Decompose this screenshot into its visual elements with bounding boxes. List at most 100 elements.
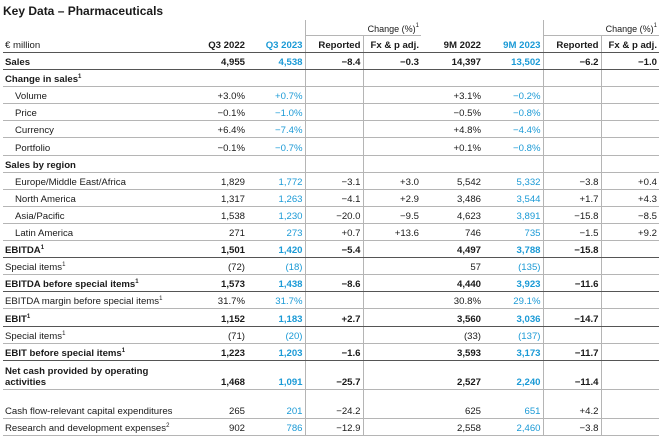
cell-reported-q: −1.6 xyxy=(304,343,363,361)
cell-9m-2022: 14,397 xyxy=(421,52,483,71)
cell-fx-9m xyxy=(600,137,659,156)
cell-reported-9m: −3.8 xyxy=(542,172,601,190)
cell-9m-2023: 5,332 xyxy=(483,172,543,190)
cell-q3-2023 xyxy=(247,69,305,88)
cell-9m-2023: (137) xyxy=(483,326,543,344)
cell-q3-2023: −7.4% xyxy=(247,120,305,139)
row-label: EBITDA before special items1 xyxy=(3,274,187,293)
cell-9m-2023 xyxy=(483,155,543,173)
row-label: Price xyxy=(3,103,187,122)
cell-reported-9m: −6.2 xyxy=(542,52,601,71)
cell-9m-2022: +0.1% xyxy=(421,137,483,156)
row-label: EBIT1 xyxy=(3,308,187,327)
cell-reported-9m: −1.5 xyxy=(542,223,601,242)
cell-fx-q xyxy=(362,103,421,122)
cell-reported-9m: −3.8 xyxy=(542,418,601,436)
cell-q3-2022 xyxy=(187,69,247,88)
cell-q3-2022: 4,955 xyxy=(187,52,247,71)
cell-q3-2023: (18) xyxy=(247,257,305,276)
cell-fx-9m: +0.4 xyxy=(600,172,659,190)
cell-fx-9m xyxy=(600,120,659,139)
cell-fx-q: +3.0 xyxy=(362,172,421,190)
cell-9m-2023: 2,460 xyxy=(483,418,543,436)
cell-9m-2023: 2,240 xyxy=(483,360,543,390)
cell-q3-2022: 1,573 xyxy=(187,274,247,293)
table-row: EBIT before special items1 1,223 1,203 −1.6… xyxy=(3,343,659,361)
row-label: EBITDA margin before special items1 xyxy=(3,291,187,310)
cell-fx-9m: −8.5 xyxy=(600,206,659,224)
cell-9m-2023: −0.8% xyxy=(483,103,543,122)
cell-q3-2022: +3.0% xyxy=(187,86,247,105)
cell-q3-2022: −0.1% xyxy=(187,103,247,122)
row-label: Net cash provided by operating activitie… xyxy=(3,360,187,390)
cell-fx-q xyxy=(362,257,421,276)
table-row: Research and development expenses2 902 786… xyxy=(3,418,659,436)
cell-q3-2022: 902 xyxy=(187,418,247,436)
cell-fx-9m: +9.2 xyxy=(600,223,659,242)
col-header-q3-2022: Q3 2022 xyxy=(187,35,247,53)
cell-fx-q xyxy=(362,69,421,88)
cell-9m-2022: 3,560 xyxy=(421,308,483,327)
cell-fx-q xyxy=(362,308,421,327)
table-row: Volume +3.0% +0.7% +3.1% −0.2% xyxy=(3,86,659,105)
change-header-q: Change (%)1 xyxy=(304,20,421,36)
row-label: EBITDA1 xyxy=(3,240,187,259)
cell-reported-q: −8.6 xyxy=(304,274,363,293)
row-label: North America xyxy=(3,189,187,207)
cell-9m-2023: 3,923 xyxy=(483,274,543,293)
cell-fx-9m xyxy=(600,389,659,419)
cell-fx-q: +13.6 xyxy=(362,223,421,242)
cell-fx-9m xyxy=(600,274,659,293)
cell-q3-2023: (20) xyxy=(247,326,305,344)
cell-9m-2023: 3,788 xyxy=(483,240,543,259)
cell-reported-9m xyxy=(542,120,601,139)
cell-9m-2023: 651 xyxy=(483,389,543,419)
cell-fx-9m xyxy=(600,308,659,327)
cell-9m-2022: +4.8% xyxy=(421,120,483,139)
row-label: Research and development expenses2 xyxy=(3,418,187,436)
cell-9m-2022: 2,527 xyxy=(421,360,483,390)
table-row: Special items1 (72) (18) 57 (135) xyxy=(3,257,659,276)
cell-q3-2023: 1,183 xyxy=(247,308,305,327)
cell-fx-q: +2.9 xyxy=(362,189,421,207)
cell-reported-9m: −15.8 xyxy=(542,206,601,224)
table-title: Key Data – Pharmaceuticals xyxy=(3,4,164,18)
cell-reported-9m: +1.7 xyxy=(542,189,601,207)
cell-fx-q xyxy=(362,360,421,390)
cell-9m-2023: 3,173 xyxy=(483,343,543,361)
cell-reported-q xyxy=(304,137,363,156)
cell-fx-9m: −1.0 xyxy=(600,52,659,71)
cell-q3-2022: +6.4% xyxy=(187,120,247,139)
col-header-fx-9m: Fx & p adj. xyxy=(600,35,659,53)
cell-q3-2023: 786 xyxy=(247,418,305,436)
cell-fx-q xyxy=(362,155,421,173)
cell-fx-q xyxy=(362,120,421,139)
cell-q3-2022: (72) xyxy=(187,257,247,276)
header-row-change: Change (%)1 Change (%)1 xyxy=(3,20,659,36)
cell-q3-2023: 1,420 xyxy=(247,240,305,259)
row-label: Sales by region xyxy=(3,155,187,173)
cell-9m-2022: 625 xyxy=(421,389,483,419)
col-header-fx-q: Fx & p adj. xyxy=(362,35,421,53)
table-row: EBITDA before special items1 1,573 1,438 −8… xyxy=(3,274,659,293)
cell-fx-9m xyxy=(600,326,659,344)
row-label: Sales xyxy=(3,52,187,71)
cell-reported-q xyxy=(304,291,363,310)
cell-q3-2023: −0.7% xyxy=(247,137,305,156)
cell-9m-2023: 3,036 xyxy=(483,308,543,327)
cell-fx-q xyxy=(362,389,421,419)
row-label: Europe/Middle East/Africa xyxy=(3,172,187,190)
change-header-9m: Change (%)1 xyxy=(542,20,659,36)
cell-reported-q xyxy=(304,326,363,344)
cell-9m-2023: −4.4% xyxy=(483,120,543,139)
cell-reported-9m xyxy=(542,86,601,105)
cell-fx-9m xyxy=(600,291,659,310)
row-label: Special items1 xyxy=(3,257,187,276)
row-label: Special items1 xyxy=(3,326,187,344)
cell-9m-2022: 4,440 xyxy=(421,274,483,293)
table-row: Portfolio −0.1% −0.7% +0.1% −0.8% xyxy=(3,137,659,156)
cell-q3-2023: 4,538 xyxy=(247,52,305,71)
table-row: Cash flow-relevant capital expenditures 2… xyxy=(3,389,659,419)
cell-q3-2023: 201 xyxy=(247,389,305,419)
cell-reported-q: −25.7 xyxy=(304,360,363,390)
